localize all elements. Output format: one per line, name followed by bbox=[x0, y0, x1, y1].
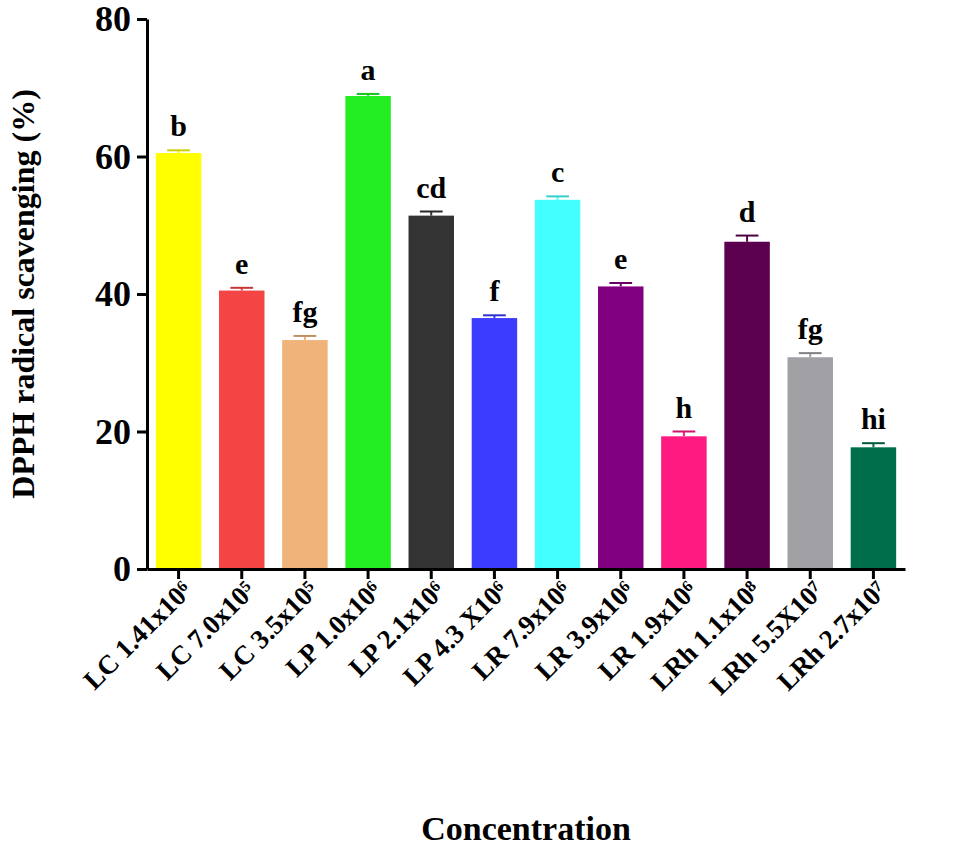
significance-letter: h bbox=[676, 391, 693, 424]
significance-letter: hi bbox=[861, 402, 886, 435]
y-tick: 20 bbox=[95, 412, 147, 452]
error-cap bbox=[609, 282, 632, 284]
bar bbox=[282, 340, 327, 569]
significance-letter: fg bbox=[292, 295, 317, 328]
error-cap bbox=[483, 314, 506, 316]
significance-letter: d bbox=[739, 195, 756, 228]
error-cap bbox=[862, 442, 885, 444]
error-cap bbox=[294, 335, 317, 337]
bar bbox=[345, 96, 390, 569]
error-bar bbox=[294, 336, 317, 340]
bar bbox=[156, 153, 201, 569]
significance-letter: c bbox=[551, 155, 564, 188]
significance-letter: b bbox=[170, 109, 187, 142]
plot-area bbox=[156, 94, 896, 569]
chart: b e fg a cd f c e h d fg hi 0 20 40 60 80 LC 1.41x10⁶LC 7… bbox=[0, 0, 969, 856]
bar bbox=[598, 286, 643, 569]
error-bar bbox=[357, 94, 380, 96]
y-tick-label: 80 bbox=[95, 0, 131, 39]
y-tick-mark bbox=[137, 431, 147, 434]
y-tick-label: 60 bbox=[95, 137, 131, 177]
significance-letter: cd bbox=[416, 171, 446, 204]
annotations: b e fg a cd f c e h d fg hi bbox=[170, 53, 886, 435]
y-axis: 0 20 40 60 80 bbox=[95, 0, 148, 589]
y-tick: 0 bbox=[113, 549, 147, 589]
x-axis-line bbox=[148, 568, 906, 571]
bar bbox=[851, 447, 896, 569]
y-tick: 80 bbox=[95, 0, 147, 39]
y-tick-label: 0 bbox=[113, 549, 131, 589]
error-bar bbox=[546, 196, 569, 199]
error-bar bbox=[420, 212, 443, 216]
error-cap bbox=[420, 211, 443, 213]
bar bbox=[472, 318, 517, 569]
error-cap bbox=[736, 235, 759, 237]
y-tick-mark bbox=[137, 18, 147, 21]
error-cap bbox=[673, 431, 696, 433]
significance-letter: f bbox=[489, 274, 500, 307]
y-tick-mark bbox=[137, 156, 147, 159]
error-bar bbox=[483, 315, 506, 318]
significance-letter: e bbox=[235, 247, 248, 280]
bar bbox=[535, 200, 580, 569]
significance-letter: fg bbox=[798, 312, 823, 345]
y-tick: 60 bbox=[95, 137, 147, 177]
y-tick-mark bbox=[137, 293, 147, 296]
bar bbox=[409, 216, 454, 569]
y-tick: 40 bbox=[95, 274, 147, 314]
y-axis-title: DPPH radical scavenging (%) bbox=[5, 89, 41, 499]
error-cap bbox=[357, 93, 380, 95]
y-tick-label: 20 bbox=[95, 412, 131, 452]
error-cap bbox=[799, 352, 822, 354]
y-tick-mark bbox=[137, 568, 147, 571]
error-cap bbox=[546, 195, 569, 197]
error-bar bbox=[609, 283, 632, 286]
x-axis-title: Concentration bbox=[421, 810, 631, 847]
x-tick-label: LRh 2.7x10⁷ bbox=[771, 575, 892, 696]
bar bbox=[788, 357, 833, 569]
x-axis: LC 1.41x10⁶LC 7.0x10⁵LC 3.5x10⁵LP 1.0x10… bbox=[77, 569, 905, 701]
significance-letter: a bbox=[361, 53, 376, 86]
error-bar bbox=[167, 150, 190, 153]
error-bar bbox=[862, 443, 885, 447]
bar bbox=[661, 436, 706, 569]
significance-letter: e bbox=[614, 242, 627, 275]
error-bar bbox=[799, 353, 822, 357]
error-bar bbox=[736, 236, 759, 242]
error-bar bbox=[673, 432, 696, 437]
error-cap bbox=[167, 149, 190, 151]
error-bar bbox=[230, 288, 253, 291]
bar bbox=[219, 291, 264, 569]
bar bbox=[724, 242, 769, 569]
y-tick-label: 40 bbox=[95, 274, 131, 314]
x-tick: LRh 2.7x10⁷ bbox=[771, 569, 892, 696]
error-cap bbox=[230, 287, 253, 289]
